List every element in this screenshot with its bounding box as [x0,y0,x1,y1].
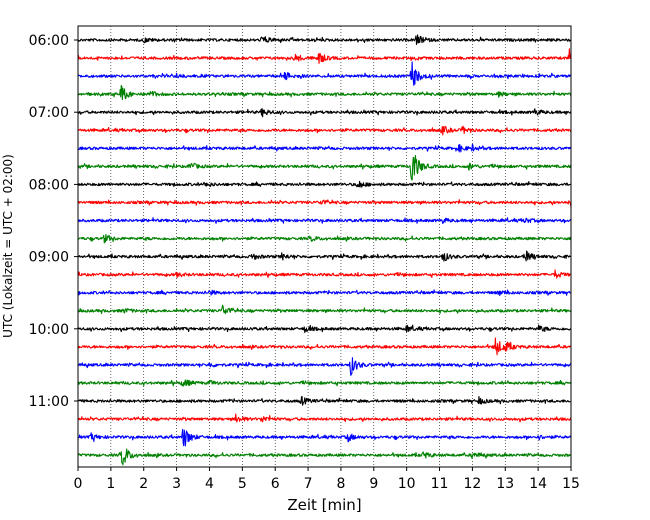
seismic-trace [77,337,572,356]
x-tick-label: 1 [106,476,115,492]
x-axis-ticks: 0 1 2 3 4 5 6 7 8 9 10 11 12 13 14 15 [74,467,580,492]
seismic-trace [77,395,572,406]
seismic-trace [77,428,572,447]
x-tick-label: 4 [205,476,214,492]
x-tick-label: 2 [139,476,148,492]
seismic-trace [77,413,572,423]
x-tick-label: 8 [336,476,345,492]
seismic-trace [77,61,572,86]
seismic-trace [77,180,572,188]
y-axis-ticks: 06:00 07:00 08:00 09:00 10:00 11:00 [29,33,78,410]
seismic-trace [77,143,572,153]
seismic-trace [77,154,572,181]
x-tick-label: 12 [463,476,481,492]
seismic-trace [77,324,572,334]
x-tick-label: 6 [271,476,280,492]
seismic-trace [77,84,572,101]
y-axis-label: UTC (Lokalzeit = UTC + 02:00) [1,154,15,338]
seismic-trace [77,250,572,262]
seismic-trace [77,217,572,225]
y-tick-label: 06:00 [29,33,69,49]
seismic-trace [77,357,572,376]
seismic-trace [77,125,572,136]
y-tick-label: 11:00 [29,394,69,410]
x-tick-label: 15 [562,476,580,492]
x-tick-label: 7 [304,476,313,492]
y-tick-label: 09:00 [29,250,69,266]
y-tick-label: 08:00 [29,177,69,193]
seismic-trace [77,34,572,46]
x-tick-label: 14 [529,476,547,492]
x-tick-label: 10 [398,476,416,492]
y-tick-label: 10:00 [29,322,69,338]
seismic-trace [77,379,572,387]
x-tick-label: 11 [431,476,449,492]
seismic-trace [77,48,572,65]
x-tick-label: 3 [172,476,181,492]
seismic-trace [77,448,572,466]
seismic-trace [77,199,572,208]
plot-frame [77,25,572,468]
x-tick-label: 13 [496,476,514,492]
seismic-trace [77,107,572,118]
seismic-trace [77,233,572,244]
y-tick-label: 07:00 [29,105,69,121]
x-axis-label: Zeit [min] [287,496,361,514]
seismic-trace [77,269,572,279]
seismic-trace [77,289,572,296]
x-tick-label: 0 [74,476,83,492]
seismic-trace [77,304,572,315]
x-tick-label: 5 [238,476,247,492]
x-tick-label: 9 [369,476,378,492]
trace-group [77,34,572,466]
